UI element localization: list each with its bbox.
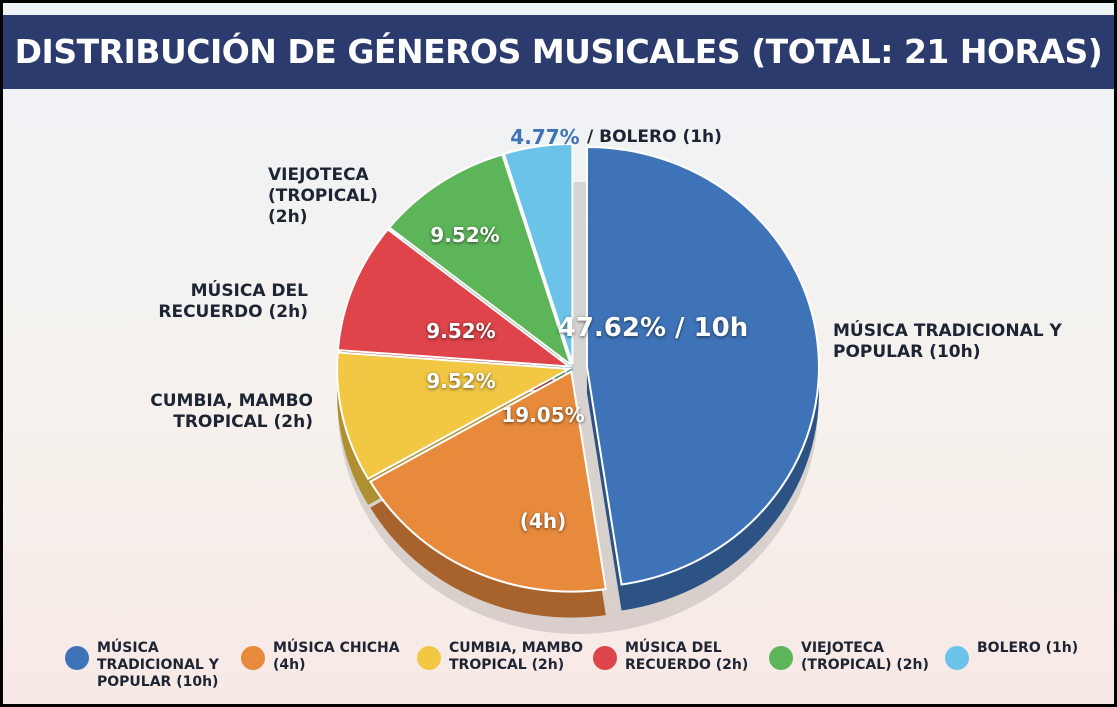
value-label: 9.52%	[426, 319, 495, 343]
slice-label: MÚSICA TRADICIONAL Y POPULAR (10h)	[833, 321, 1063, 363]
legend-swatch	[769, 646, 793, 670]
slice-label: VIEJOTECA (TROPICAL) (2h)	[268, 165, 408, 228]
legend-label: MÚSICA TRADICIONAL Y POPULAR (10h)	[97, 640, 237, 691]
legend-label: MÚSICA DEL RECUERDO (2h)	[625, 640, 765, 674]
value-label: 47.62% / 10h	[558, 313, 749, 343]
legend-swatch	[417, 646, 441, 670]
slice-label: MÚSICA DEL RECUERDO (2h)	[153, 281, 308, 323]
value-label: 19.05%	[501, 403, 584, 427]
legend-swatch	[945, 646, 969, 670]
value-label: 9.52%	[426, 369, 495, 393]
value-label: 4.77%	[510, 125, 579, 149]
legend-label: VIEJOTECA (TROPICAL) (2h)	[801, 640, 941, 674]
slice-label: / BOLERO (1h)	[587, 127, 787, 148]
annotation: (4h)	[520, 509, 566, 533]
legend-swatch	[593, 646, 617, 670]
legend-swatch	[241, 646, 265, 670]
value-label: 9.52%	[430, 223, 499, 247]
slice-label: CUMBIA, MAMBO TROPICAL (2h)	[133, 391, 313, 433]
legend-label: CUMBIA, MAMBO TROPICAL (2h)	[449, 640, 589, 674]
legend-label: MÚSICA CHICHA (4h)	[273, 640, 413, 674]
infographic: DISTRIBUCIÓN DE GÉNEROS MUSICALES (TOTAL…	[0, 0, 1117, 707]
legend-label: BOLERO (1h)	[977, 640, 1117, 657]
legend-swatch	[65, 646, 89, 670]
